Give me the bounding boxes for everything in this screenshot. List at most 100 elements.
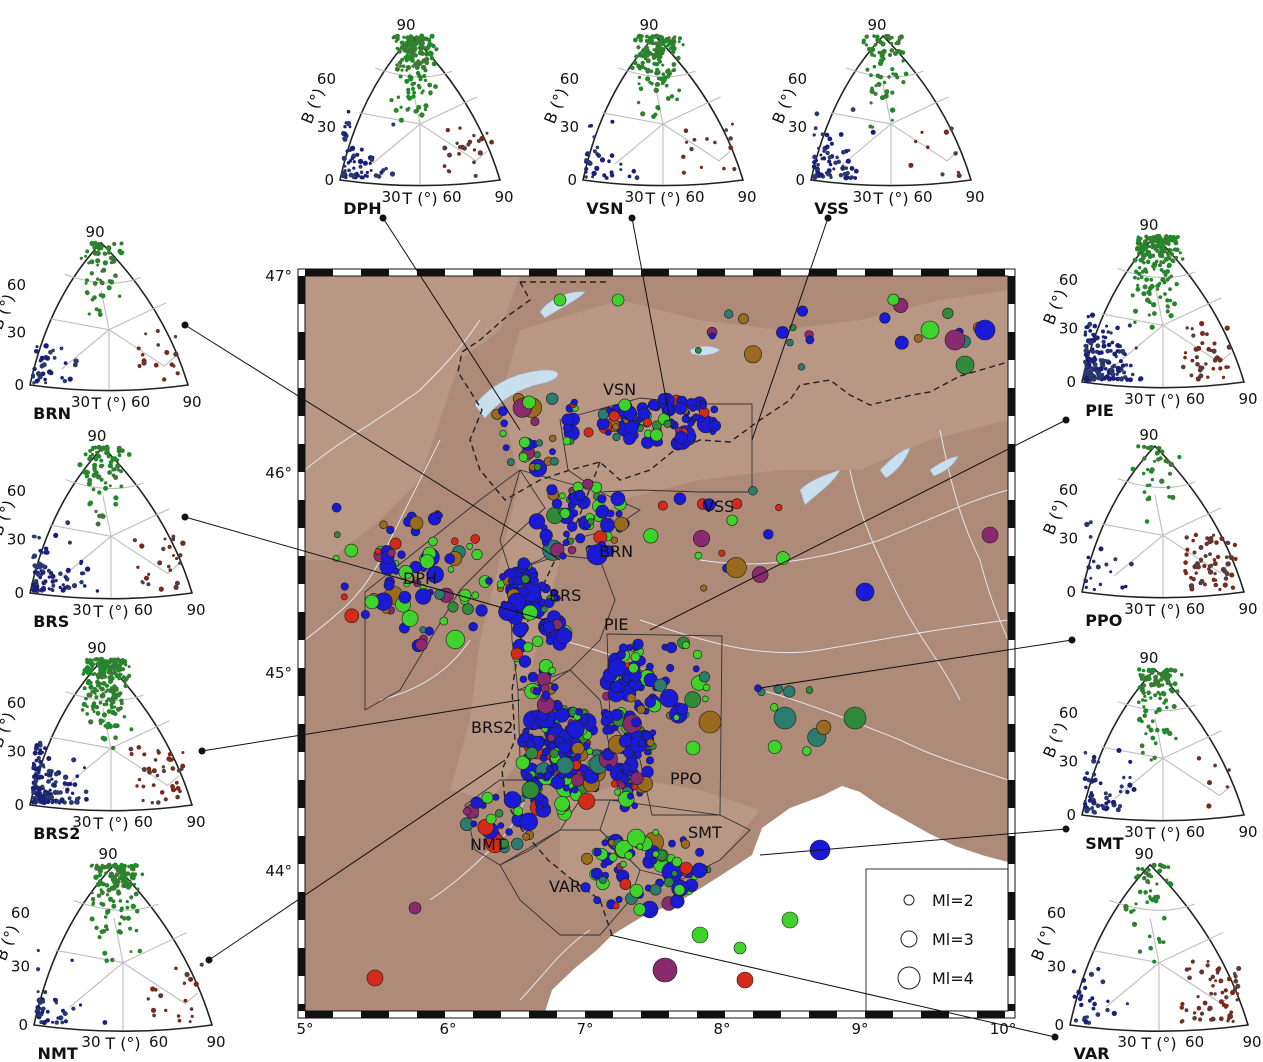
ternary-pie-pt-357 [1134,269,1139,274]
ternary-var-pt-82 [1087,1020,1092,1025]
ternary-var-points [1071,862,1242,1025]
event-761 [463,807,472,816]
ternary-vsn-pt-158 [662,39,668,44]
ternary-ppo-pt-92 [1232,542,1238,548]
ternary-vss-pt-83 [887,75,891,79]
ternary-ppo-pt-115 [1188,583,1195,589]
ternary-vsn-pt-91 [599,157,606,163]
ternary-dph-pt-95 [394,66,400,72]
ternary-pie-pt-211 [1133,308,1138,314]
ternary-pie-pt-391 [1136,277,1140,281]
ternary-dph-pt-94 [340,172,346,178]
ternary-ppo-pt-110 [1083,578,1087,582]
event-589 [485,577,493,585]
event-458 [612,423,620,431]
ternary-vsn-pt-102 [586,159,592,165]
ternary-nmt-pt-93 [158,993,164,999]
event-512 [566,521,578,532]
ternary-vsn-pt-19 [653,112,658,117]
ternary-ppo-pt-18 [1215,554,1221,560]
ternary-brs2-tick-b60: 60 [7,694,26,712]
ternary-smt-pt-3 [1127,782,1133,788]
event-388 [498,602,517,621]
ternary-smt-pt-160 [1103,791,1108,796]
ternary-brs2-pt-317 [39,763,43,768]
ternary-var-pt-51 [1155,882,1159,886]
ternary-brs2-pt-361 [33,773,38,779]
ternary-pie-pt-338 [1091,357,1097,363]
ternary-brn-pt-88 [99,278,102,282]
lake-4 [929,455,959,477]
ternary-pie-pt-399 [1111,376,1116,381]
ternary-pie-pt-231 [1211,348,1217,354]
ternary-ppo-pt-63 [1207,564,1212,569]
ternary-brs2-pt-293 [75,774,79,778]
ternary-pie-pt-398 [1087,356,1093,362]
ternary-brs2-pt-3 [83,789,89,795]
event-162 [525,746,538,760]
ternary-pie-pt-292 [1083,352,1089,357]
ternary-vsn-pt-101 [602,173,607,178]
ternary-vsn-pt-145 [669,94,675,99]
ternary-vss-pt-80 [827,155,832,160]
ternary-var-pt-62 [1125,1002,1129,1006]
ternary-brs2-pt-141 [82,686,87,691]
ternary-var-pt-37 [1157,868,1163,874]
event-837 [379,520,388,529]
ternary-brs2-pt-218 [175,785,181,791]
ternary-dph-pt-205 [418,47,422,51]
ternary-vss-pt-125 [881,51,886,55]
ternary-brn-pt-80 [117,294,122,298]
ternary-brs-pt-131 [32,563,37,568]
event-480 [528,513,546,530]
ternary-smt-pt-91 [1087,798,1092,803]
ternary-brs-pt-164 [95,589,100,593]
ternary-vsn-pt-97 [584,170,588,174]
ternary-smt-pt-103 [1118,789,1123,794]
ternary-vss-pt-71 [884,89,890,95]
ternary-dph-pt-217 [405,49,411,55]
ternary-pie-pt-296 [1120,363,1126,368]
ternary-var-pt-94 [1233,974,1238,979]
event-851 [770,703,779,712]
ternary-brs2-pt-365 [114,723,120,729]
ternary-ppo-pt-21 [1224,555,1229,559]
ternary-vsn-pt-185 [659,35,665,40]
event-544 [428,536,438,547]
ternary-pie-pt-76 [1168,287,1172,291]
ternary-dph-pt-62 [346,120,352,127]
ternary-brs2-pt-12 [71,757,77,763]
ternary-pie-pt-112 [1088,329,1093,333]
ternary-vss-pt-82 [838,173,844,178]
ternary-smt-pt-96 [1159,677,1164,682]
ternary-pie-pt-392 [1157,252,1162,257]
ternary-dph-pt-220 [428,92,433,96]
ternary-nmt-pt-201 [36,997,42,1003]
ternary-brs2-pt-264 [98,700,103,705]
ternary-pie-pt-342 [1155,283,1161,289]
ternary-pie-pt-178 [1101,335,1105,339]
event-594 [426,565,444,584]
ternary-pie-pt-176 [1101,329,1105,334]
ternary-vsn-pt-59 [645,34,649,39]
ternary-pie-pt-380 [1109,368,1115,374]
ternary-nmt-pt-188 [125,905,130,910]
leader-brs2 [201,699,521,752]
ternary-vss-pt-137 [845,149,849,153]
ternary-brs-pt-127 [171,537,176,542]
event-531 [546,484,558,496]
ternary-ppo-pt-29 [1084,585,1088,590]
ternary-brs2-grid-2 [110,720,170,749]
ternary-nmt-pt-161 [35,1007,39,1012]
ternary-pie-pt-18 [1149,277,1154,282]
zone-label-vss: VSS [703,497,734,516]
ternary-brs-pt-174 [147,572,151,577]
lon-label-3: 8° [713,1020,730,1038]
ternary-dph-pt-137 [343,125,347,129]
event-868 [685,740,701,756]
ternary-smt-pt-117 [1087,807,1091,811]
event-718 [633,903,646,916]
event-811 [701,695,709,703]
frame-seg-left-2 [298,332,305,360]
ternary-brn-pt-21 [59,346,64,351]
